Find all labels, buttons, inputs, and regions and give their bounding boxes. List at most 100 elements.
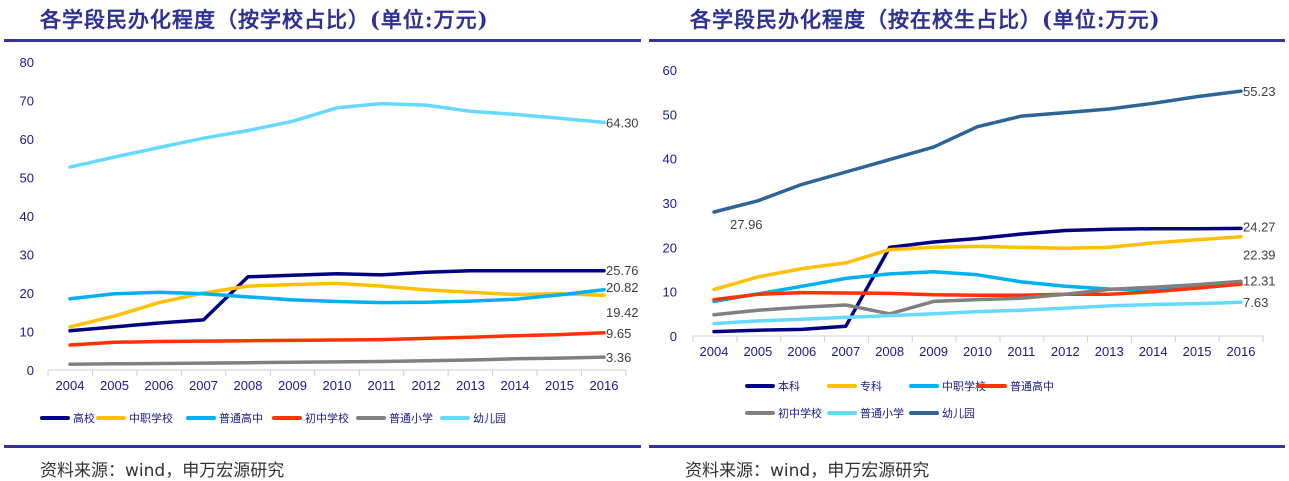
x-tick-label: 2014 (1139, 344, 1168, 359)
footer-divider (4, 445, 641, 448)
legend-item: 中职学校 (909, 378, 986, 394)
x-tick-label: 2016 (1227, 344, 1256, 359)
y-tick-label: 60 (20, 132, 34, 147)
y-tick-label: 10 (663, 285, 677, 300)
x-tick-label: 2014 (501, 378, 530, 393)
legend-item: 普通高中 (186, 410, 263, 426)
y-tick-label: 20 (20, 286, 34, 301)
legend-swatch (977, 384, 1007, 388)
series-line-高校 (68, 268, 606, 333)
series-line-中职学校 (68, 281, 606, 329)
legend-swatch (186, 416, 216, 420)
legend-swatch (745, 384, 775, 388)
x-tick-label: 2009 (919, 344, 948, 359)
data-label-end: 3.36 (606, 350, 631, 365)
chart-title: 各学段民办化程度（按在校生占比）(单位:万元) (690, 7, 1161, 32)
legend-item: 幼儿园 (440, 410, 506, 426)
data-label-end: 22.39 (1243, 248, 1276, 263)
legend-item: 普通高中 (977, 378, 1054, 394)
x-tick-label: 2015 (545, 378, 574, 393)
x-tick-label: 2006 (145, 378, 174, 393)
legend-item: 中职学校 (96, 410, 173, 426)
data-label-end: 19.42 (606, 305, 639, 320)
y-tick-label: 70 (20, 94, 34, 109)
legend-item: 幼儿园 (909, 405, 975, 421)
y-tick-label: 0 (27, 363, 34, 378)
series-line-普通高中 (68, 288, 606, 305)
y-tick-label: 40 (20, 209, 34, 224)
legend-swatch (827, 384, 857, 388)
legend-item: 初中学校 (745, 405, 822, 421)
chart-title: 各学段民办化程度（按学校占比）(单位:万元) (40, 7, 489, 32)
y-tick-label: 20 (663, 240, 677, 255)
legend-swatch (40, 416, 70, 420)
series-line-普通小学 (68, 355, 606, 366)
legend-label: 中职学校 (942, 380, 986, 393)
x-tick-label: 2016 (590, 378, 619, 393)
x-tick-label: 2011 (1007, 344, 1035, 359)
x-tick-label: 2005 (100, 378, 129, 393)
series-line-幼儿园 (68, 101, 606, 169)
y-tick-label: 0 (670, 329, 677, 344)
source-note: 资料来源：wind，申万宏源研究 (40, 461, 285, 481)
x-tick-label: 2013 (456, 378, 485, 393)
data-label-end: 55.23 (1243, 84, 1276, 99)
x-tick-label: 2007 (831, 344, 860, 359)
legend-swatch (356, 416, 386, 420)
data-label-end: 64.30 (606, 115, 639, 130)
series-line-初中学校 (68, 331, 606, 347)
legend-label: 普通小学 (389, 412, 433, 425)
x-tick-label: 2004 (700, 344, 729, 359)
x-tick-label: 2008 (875, 344, 904, 359)
data-label-end: 25.76 (606, 263, 639, 278)
y-tick-label: 60 (663, 63, 677, 78)
legend-swatch (272, 416, 302, 420)
x-tick-label: 2005 (743, 344, 772, 359)
data-label-end: 9.65 (606, 326, 631, 341)
legend-label: 普通高中 (1010, 380, 1054, 393)
legend-label: 普通高中 (219, 412, 263, 425)
x-tick-label: 2010 (963, 344, 992, 359)
series-line-本科 (712, 226, 1243, 334)
line-chart-by-students: 2004 2005 2006 2007 2008 2009 2010 2011 2012 2013… (663, 63, 1276, 359)
x-tick-label: 2012 (412, 378, 441, 393)
legend-label: 普通小学 (860, 407, 904, 420)
legend-item: 本科 (745, 378, 800, 394)
y-tick-label: 10 (20, 325, 34, 340)
data-label-start: 27.96 (730, 217, 763, 232)
data-label-end: 20.82 (606, 280, 639, 295)
legend-item: 专科 (827, 378, 882, 394)
line-chart-by-school: 2004 2005 2006 2007 2008 2009 2010 2011 2012 2013… (20, 55, 639, 393)
legend-swatch (440, 416, 470, 420)
legend-item: 普通小学 (356, 410, 433, 426)
chart-panel-left: 各学段民办化程度（按学校占比）(单位:万元) 2004 2005 2006 2007 2… (4, 7, 641, 481)
series-line-普通高中 (712, 282, 1243, 302)
x-tick-label: 2013 (1095, 344, 1124, 359)
legend-item: 高校 (40, 410, 95, 426)
y-tick-label: 50 (663, 107, 677, 122)
x-tick-label: 2006 (787, 344, 816, 359)
y-tick-label: 50 (20, 171, 34, 186)
x-tick-label: 2007 (189, 378, 218, 393)
legend-label: 初中学校 (305, 412, 349, 425)
legend-label: 幼儿园 (942, 407, 975, 420)
title-divider (649, 39, 1285, 42)
x-tick-label: 2011 (368, 378, 396, 393)
x-tick-label: 2012 (1051, 344, 1080, 359)
legend-label: 本科 (778, 380, 800, 393)
y-tick-label: 30 (663, 196, 677, 211)
chart-panel-right: 各学段民办化程度（按在校生占比）(单位:万元) 2004 2005 2006 2007… (645, 0, 1289, 481)
y-tick-label: 80 (20, 55, 34, 70)
y-tick-label: 40 (663, 152, 677, 167)
legend-swatch (827, 411, 857, 415)
series-line-普通小学 (712, 300, 1243, 326)
legend-label: 幼儿园 (473, 412, 506, 425)
data-label-end: 7.63 (1243, 295, 1268, 310)
legend-label: 初中学校 (778, 407, 822, 420)
x-tick-label: 2015 (1183, 344, 1212, 359)
x-tick-label: 2004 (56, 378, 85, 393)
series-line-中职学校 (712, 269, 1243, 304)
x-tick-label: 2010 (323, 378, 352, 393)
legend-label: 中职学校 (129, 412, 173, 425)
data-label-end: 24.27 (1243, 219, 1276, 234)
